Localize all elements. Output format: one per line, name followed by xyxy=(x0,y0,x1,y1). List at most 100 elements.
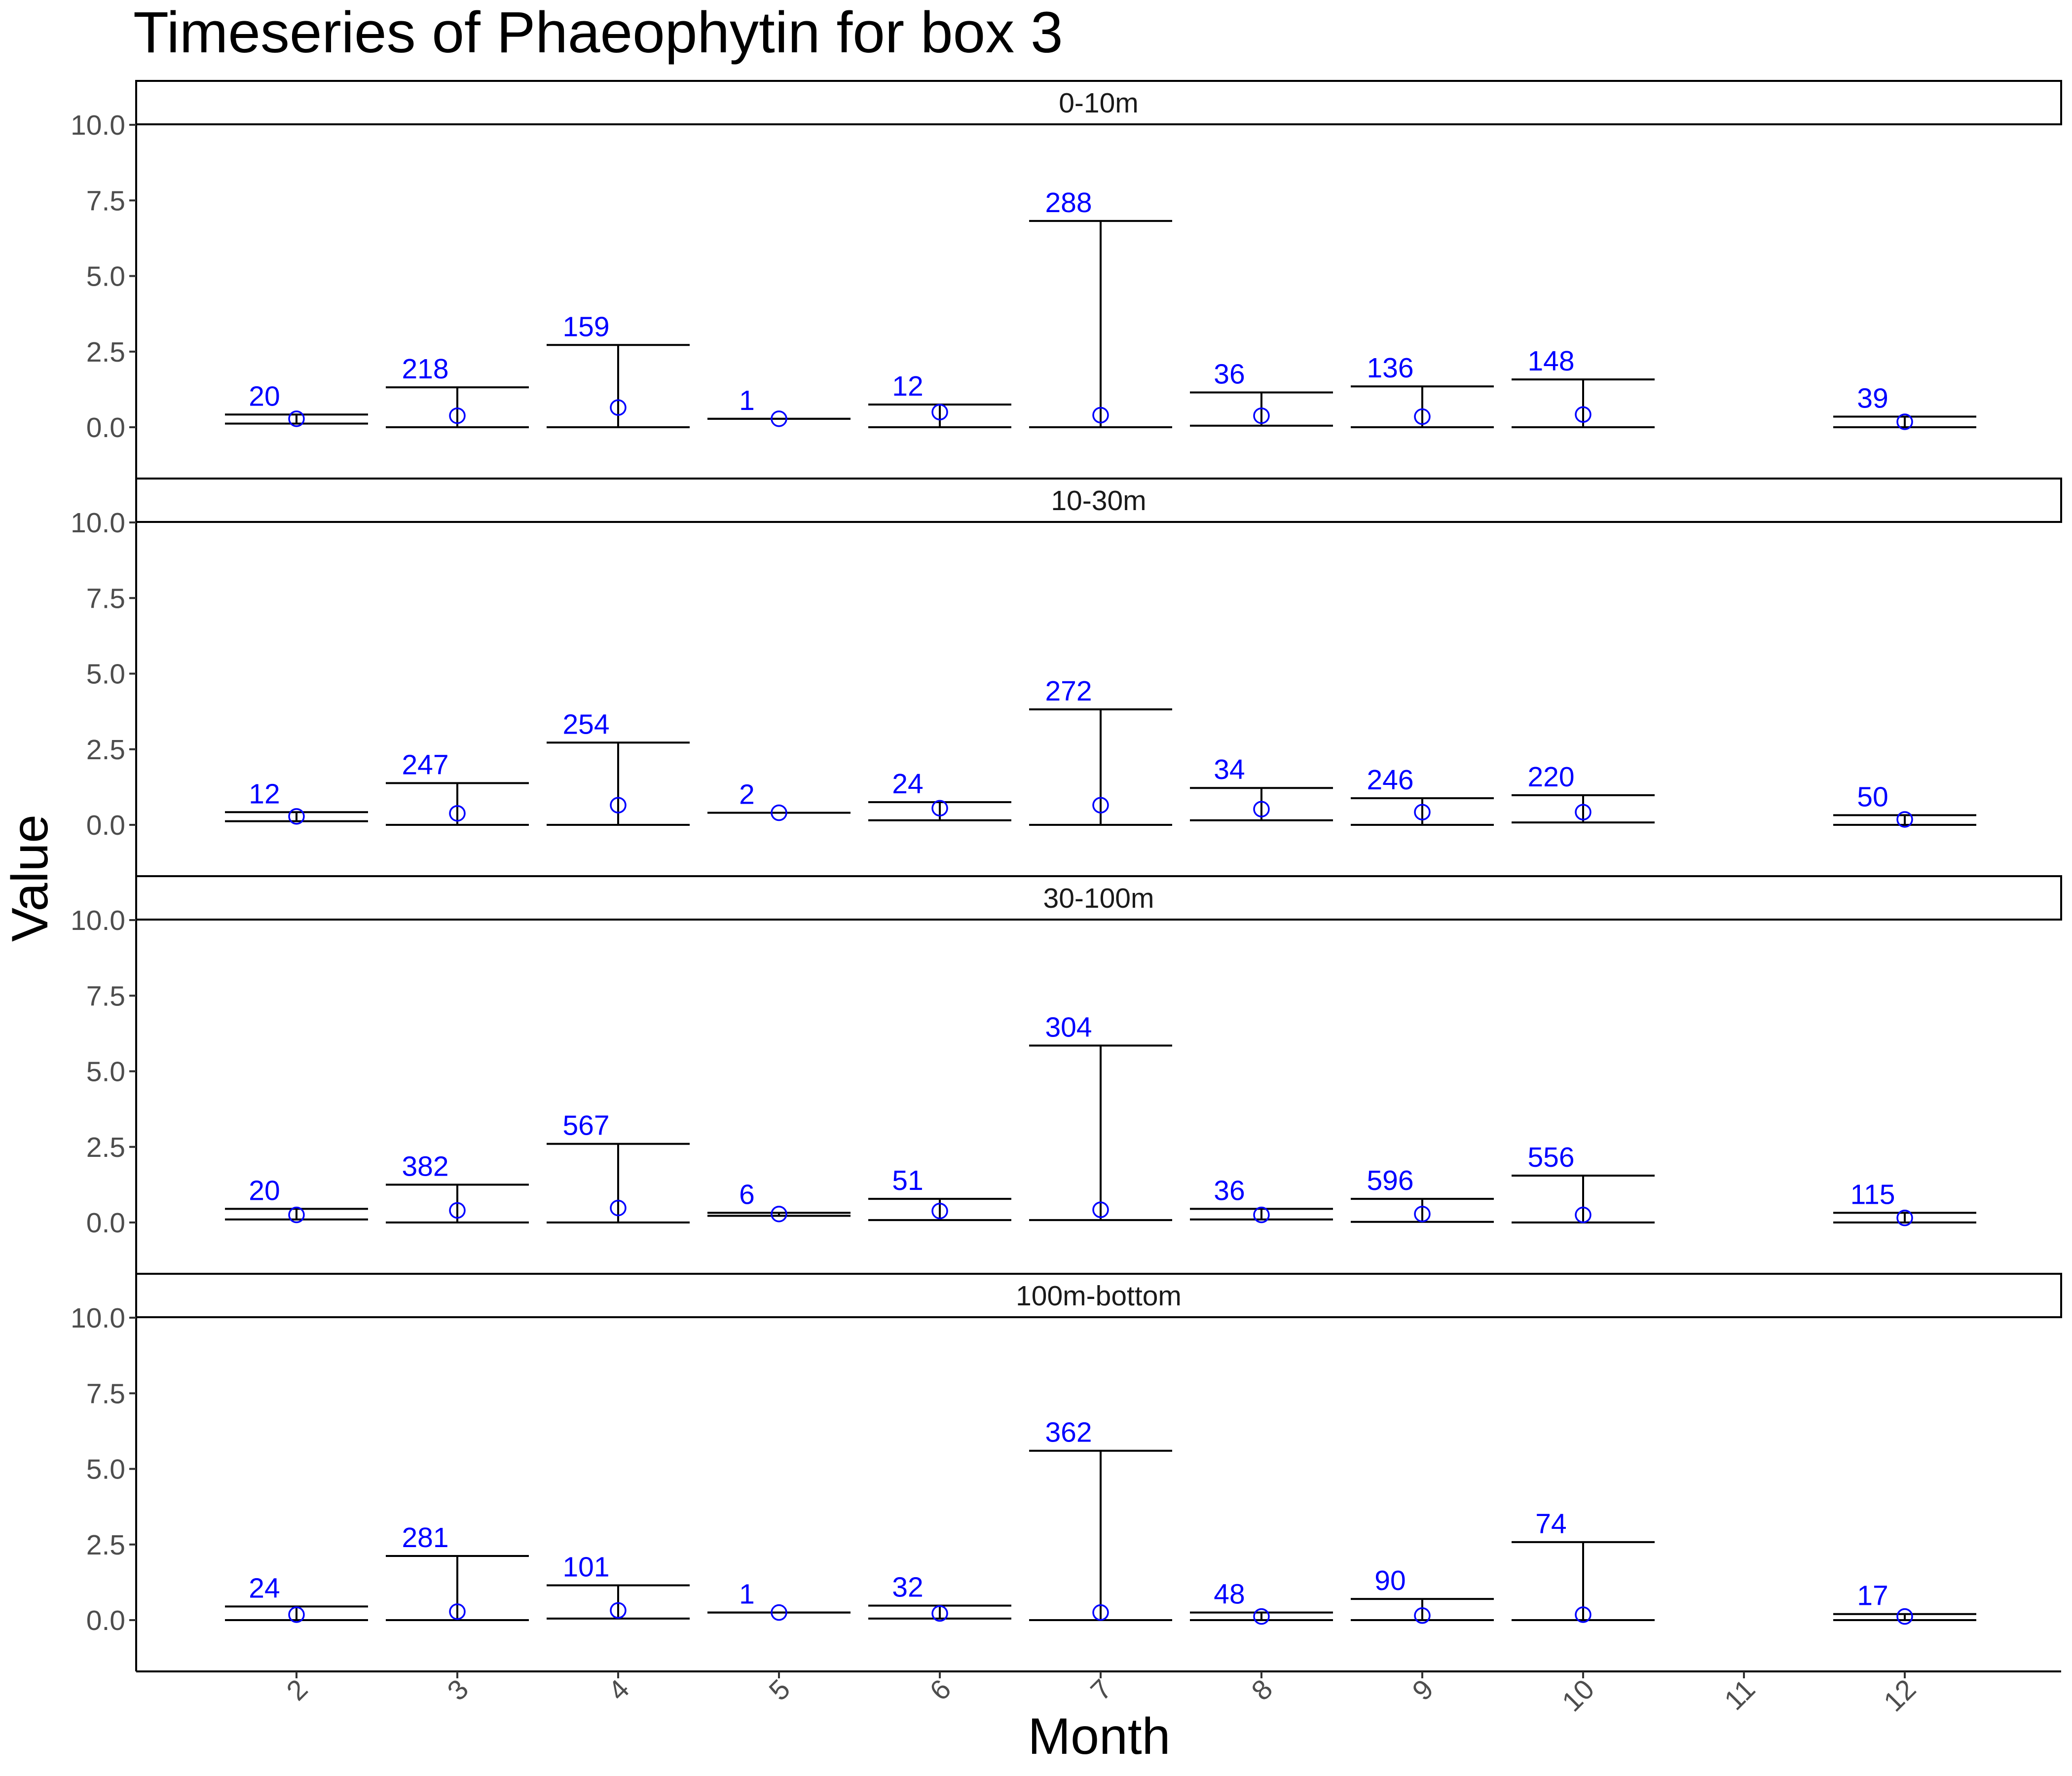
data-point xyxy=(1575,406,1591,423)
data-point xyxy=(1896,413,1913,430)
count-label: 90 xyxy=(1374,1565,1406,1596)
data-point xyxy=(610,797,627,814)
y-tick-label: 7.5 xyxy=(86,583,125,614)
data-point xyxy=(1253,407,1270,424)
y-tick-label: 10.0 xyxy=(71,905,125,936)
data-point xyxy=(610,1602,627,1619)
data-point xyxy=(931,1202,948,1220)
data-point xyxy=(610,399,627,416)
data-point xyxy=(1092,1201,1109,1219)
facet-panel: 10-30m 0.0 2.5 5.0 7.5 10.0 12 247 254 2 24 272 34 24… xyxy=(71,478,2062,876)
errorbar-group: 24 xyxy=(225,1572,368,1623)
data-point xyxy=(1575,1206,1591,1223)
errorbar-group: 2 xyxy=(707,778,851,821)
errorbar-group: 1 xyxy=(707,1579,851,1621)
x-tick-label: 8 xyxy=(1246,1673,1279,1707)
count-label: 24 xyxy=(249,1572,280,1604)
count-label: 115 xyxy=(1850,1179,1895,1210)
count-label: 17 xyxy=(1857,1580,1888,1612)
errorbar-group: 159 xyxy=(547,311,690,428)
errorbar-group: 136 xyxy=(1351,352,1494,428)
count-label: 218 xyxy=(402,353,448,385)
y-tick-label: 7.5 xyxy=(86,980,125,1012)
x-tick-label: 10 xyxy=(1556,1673,1600,1718)
data-point xyxy=(610,1199,627,1217)
data-point xyxy=(288,808,305,825)
count-label: 567 xyxy=(562,1110,609,1142)
count-label: 2 xyxy=(739,778,755,810)
data-point xyxy=(449,805,466,822)
y-tick-label: 2.5 xyxy=(86,336,125,368)
count-label: 1 xyxy=(739,1579,755,1610)
errorbar-group: 556 xyxy=(1512,1142,1655,1223)
x-tick-label: 3 xyxy=(442,1673,475,1707)
count-label: 272 xyxy=(1045,675,1092,707)
errorbar-group: 382 xyxy=(386,1150,529,1223)
data-point xyxy=(771,804,787,821)
y-tick-label: 7.5 xyxy=(86,1378,125,1409)
count-label: 136 xyxy=(1367,352,1413,384)
errorbar-group: 51 xyxy=(868,1165,1011,1221)
count-label: 74 xyxy=(1535,1508,1566,1540)
data-point xyxy=(1575,1606,1591,1623)
errorbar-group: 218 xyxy=(386,353,529,428)
count-label: 36 xyxy=(1214,359,1245,390)
x-tick-label: 11 xyxy=(1718,1673,1761,1716)
errorbar-group: 304 xyxy=(1029,1011,1172,1221)
data-point xyxy=(1253,1608,1270,1625)
count-label: 1 xyxy=(739,385,755,416)
data-point xyxy=(449,1603,466,1620)
errorbar-group: 39 xyxy=(1833,383,1976,430)
data-point xyxy=(449,1202,466,1219)
data-point xyxy=(1414,408,1431,425)
data-point xyxy=(1414,804,1431,821)
y-tick-label: 5.0 xyxy=(86,1454,125,1485)
errorbar-group: 90 xyxy=(1351,1565,1494,1624)
data-point xyxy=(771,1206,787,1222)
count-label: 220 xyxy=(1527,761,1574,793)
strip-box xyxy=(135,875,2062,921)
y-tick-label: 2.5 xyxy=(86,1529,125,1561)
errorbar-group: 288 xyxy=(1029,187,1172,428)
errorbar-group: 115 xyxy=(1833,1179,1976,1226)
y-axis-title: Value xyxy=(1,814,59,942)
data-point xyxy=(1092,1604,1109,1621)
count-label: 12 xyxy=(249,778,280,810)
x-tick-label: 5 xyxy=(763,1673,797,1707)
errorbar-group: 6 xyxy=(707,1179,851,1222)
y-tick-label: 0.0 xyxy=(86,412,125,444)
errorbar-group: 567 xyxy=(547,1110,690,1223)
errorbar-group: 220 xyxy=(1512,761,1655,824)
y-tick-label: 0.0 xyxy=(86,1207,125,1239)
count-label: 382 xyxy=(402,1150,448,1182)
errorbar-group: 12 xyxy=(868,370,1011,428)
data-point xyxy=(1414,1607,1431,1624)
errorbar-group: 12 xyxy=(225,778,368,825)
errorbar-group: 50 xyxy=(1833,781,1976,828)
x-tick-label: 4 xyxy=(602,1673,636,1707)
errorbar-group: 17 xyxy=(1833,1580,1976,1625)
y-tick-label: 10.0 xyxy=(71,1302,125,1334)
y-tick-label: 5.0 xyxy=(86,1056,125,1088)
strip-label: 0-10m xyxy=(1059,87,1139,119)
data-point xyxy=(1896,811,1913,828)
strip-box xyxy=(135,80,2062,125)
count-label: 101 xyxy=(562,1552,609,1583)
x-tick-label: 2 xyxy=(281,1673,314,1707)
strip-box xyxy=(135,478,2062,523)
errorbar-group: 272 xyxy=(1029,675,1172,826)
count-label: 288 xyxy=(1045,187,1092,219)
errorbar-group: 36 xyxy=(1190,1175,1333,1223)
data-point xyxy=(1896,1608,1913,1625)
y-tick-label: 5.0 xyxy=(86,261,125,293)
count-label: 12 xyxy=(892,370,923,402)
count-label: 246 xyxy=(1367,764,1413,796)
y-tick-label: 0.0 xyxy=(86,1605,125,1636)
data-point xyxy=(1253,1206,1270,1223)
x-tick-label: 7 xyxy=(1085,1673,1118,1707)
count-label: 254 xyxy=(562,708,609,740)
errorbar-group: 596 xyxy=(1351,1165,1494,1223)
data-point xyxy=(931,800,948,817)
count-label: 20 xyxy=(249,1175,280,1206)
